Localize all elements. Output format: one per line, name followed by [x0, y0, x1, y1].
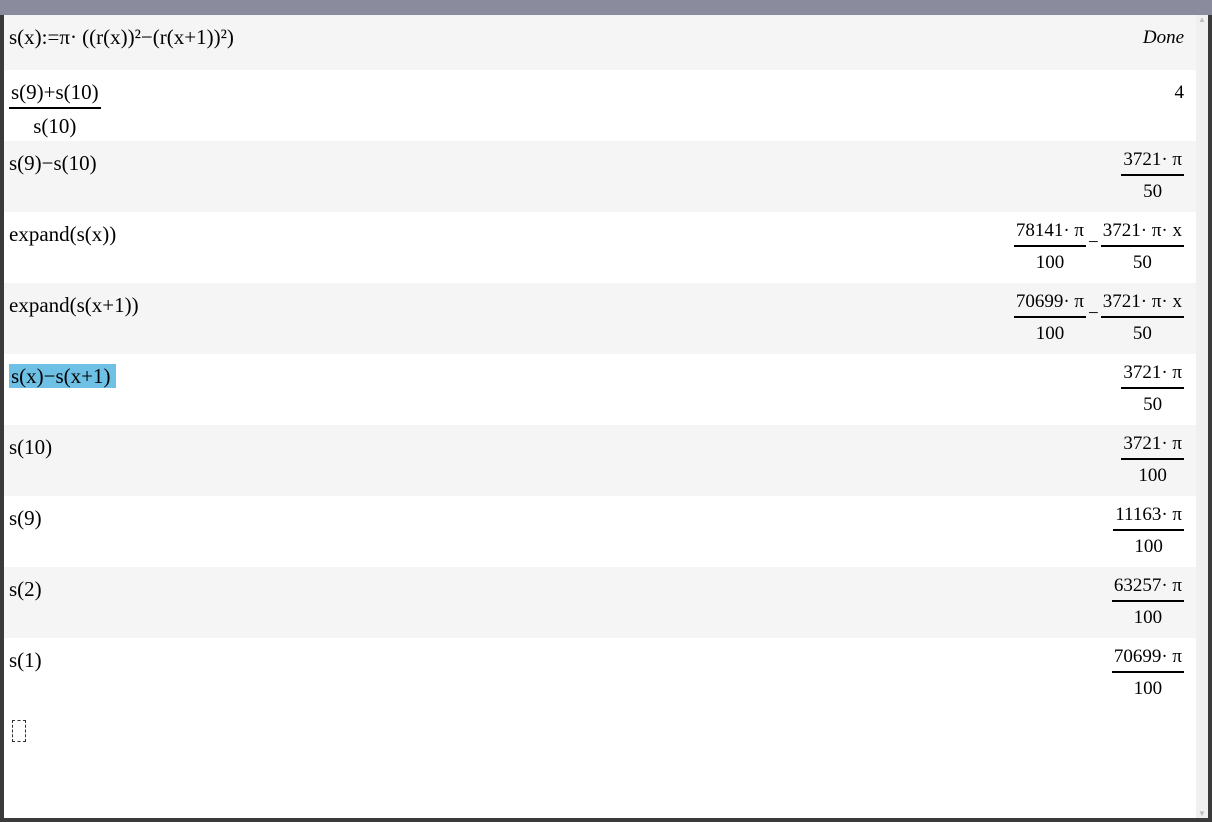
fraction-numerator: 70699· π: [1111, 646, 1184, 673]
entry-result: 11163· π 100: [1113, 504, 1184, 558]
entry-result: 3721· π 50: [1121, 149, 1184, 203]
entry-result: 70699· π 100 −3721· π· x 50: [1013, 291, 1184, 345]
entry-input[interactable]: expand(s(x)): [9, 222, 116, 247]
title-bar: [0, 0, 1212, 15]
empty-entry-cursor[interactable]: [12, 720, 26, 742]
vertical-scrollbar[interactable]: ▲ ▼: [1196, 15, 1208, 818]
entry-input[interactable]: s(10): [9, 435, 52, 460]
entry-result: 63257· π 100: [1111, 575, 1184, 629]
entry-input[interactable]: s(1): [9, 648, 42, 673]
entry-result: 3721· π 100: [1121, 433, 1184, 487]
fraction-denominator: 100: [1138, 465, 1167, 486]
operator: −: [1088, 303, 1099, 324]
entry-result: 4: [1175, 78, 1185, 104]
result-fraction: 3721· π· x 50: [1100, 291, 1184, 345]
history-entry[interactable]: s(9)+s(10) s(10) 4: [4, 70, 1196, 141]
result-fraction: 63257· π 100: [1111, 575, 1184, 629]
fraction-numerator: 3721· π: [1121, 362, 1184, 389]
input-expression: s(x):=π· ((r(x))²−(r(x+1))²): [9, 25, 234, 49]
input-expression: s(x)−s(x+1): [9, 364, 116, 388]
result-fraction: 70699· π 100: [1111, 646, 1184, 700]
fraction-numerator: 63257· π: [1111, 575, 1184, 602]
input-expression: s(9): [9, 506, 42, 530]
fraction-denominator: s(10): [33, 114, 77, 138]
result-fraction: 3721· π 50: [1121, 149, 1184, 203]
entry-input[interactable]: s(9)+s(10) s(10): [9, 80, 101, 139]
fraction-numerator: 11163· π: [1113, 504, 1184, 531]
fraction-numerator: 3721· π: [1121, 149, 1184, 176]
operator: −: [1088, 232, 1099, 253]
fraction-denominator: 50: [1132, 323, 1152, 344]
fraction-numerator: 3721· π: [1121, 433, 1184, 460]
history-entry[interactable]: s(2) 63257· π 100: [4, 567, 1196, 638]
fraction-denominator: 100: [1133, 678, 1163, 699]
entry-input[interactable]: expand(s(x+1)): [9, 293, 139, 318]
fraction-numerator: 3721· π· x: [1100, 220, 1184, 247]
fraction-denominator: 100: [1035, 323, 1065, 344]
fraction-numerator: 70699· π: [1013, 291, 1087, 318]
entry-result: 78141· π 100 −3721· π· x 50: [1013, 220, 1184, 274]
result-value: 4: [1174, 82, 1185, 103]
history-entry[interactable]: expand(s(x)) 78141· π 100 −3721· π· x 50: [4, 212, 1196, 283]
input-fraction: s(9)+s(10) s(10): [9, 80, 101, 139]
fraction-denominator: 50: [1132, 252, 1152, 273]
input-expression: s(2): [9, 577, 42, 601]
entry-result: 3721· π 50: [1121, 362, 1184, 416]
input-expression: s(1): [9, 648, 42, 672]
fraction-denominator: 50: [1143, 394, 1163, 415]
scroll-up-arrow-icon[interactable]: ▲: [1198, 15, 1206, 24]
entry-input[interactable]: s(9)−s(10): [9, 151, 97, 176]
result-fraction: 3721· π· x 50: [1100, 220, 1184, 274]
result-fraction: 70699· π 100: [1013, 291, 1087, 345]
calculator-history[interactable]: s(x):=π· ((r(x))²−(r(x+1))²) Done s(9)+s(1…: [4, 15, 1196, 818]
result-fraction: 3721· π 100: [1121, 433, 1184, 487]
fraction-numerator: s(9)+s(10): [9, 80, 101, 109]
entry-input[interactable]: s(x):=π· ((r(x))²−(r(x+1))²): [9, 25, 234, 50]
scroll-down-arrow-icon[interactable]: ▼: [1198, 809, 1206, 818]
result-fraction: 3721· π 50: [1121, 362, 1184, 416]
entry-input[interactable]: s(2): [9, 577, 42, 602]
input-expression: expand(s(x+1)): [9, 293, 139, 317]
history-entry[interactable]: s(x)−s(x+1) 3721· π 50: [4, 354, 1196, 425]
result-fraction: 78141· π 100: [1013, 220, 1087, 274]
result-value: Done: [1142, 27, 1184, 48]
entry-input[interactable]: s(9): [9, 506, 42, 531]
entry-result: 70699· π 100: [1111, 646, 1184, 700]
history-entry[interactable]: s(10) 3721· π 100: [4, 425, 1196, 496]
history-entry[interactable]: s(1) 70699· π 100: [4, 638, 1196, 709]
input-expression: s(9)−s(10): [9, 151, 97, 175]
result-fraction: 11163· π 100: [1113, 504, 1184, 558]
fraction-denominator: 100: [1035, 252, 1065, 273]
history-entry[interactable]: s(9) 11163· π 100: [4, 496, 1196, 567]
entry-result: Done: [1143, 23, 1184, 49]
fraction-denominator: 100: [1133, 607, 1163, 628]
input-expression: s(10): [9, 435, 53, 459]
fraction-numerator: 78141· π: [1013, 220, 1087, 247]
history-entry[interactable]: s(9)−s(10) 3721· π 50: [4, 141, 1196, 212]
history-entry[interactable]: s(x):=π· ((r(x))²−(r(x+1))²) Done: [4, 15, 1196, 70]
input-expression: expand(s(x)): [9, 222, 117, 246]
fraction-denominator: 50: [1143, 181, 1163, 202]
fraction-numerator: 3721· π· x: [1100, 291, 1184, 318]
history-entry[interactable]: expand(s(x+1)) 70699· π 100 −3721· π· x 50: [4, 283, 1196, 354]
entry-input[interactable]: s(x)−s(x+1): [9, 364, 116, 389]
fraction-denominator: 100: [1134, 536, 1163, 557]
